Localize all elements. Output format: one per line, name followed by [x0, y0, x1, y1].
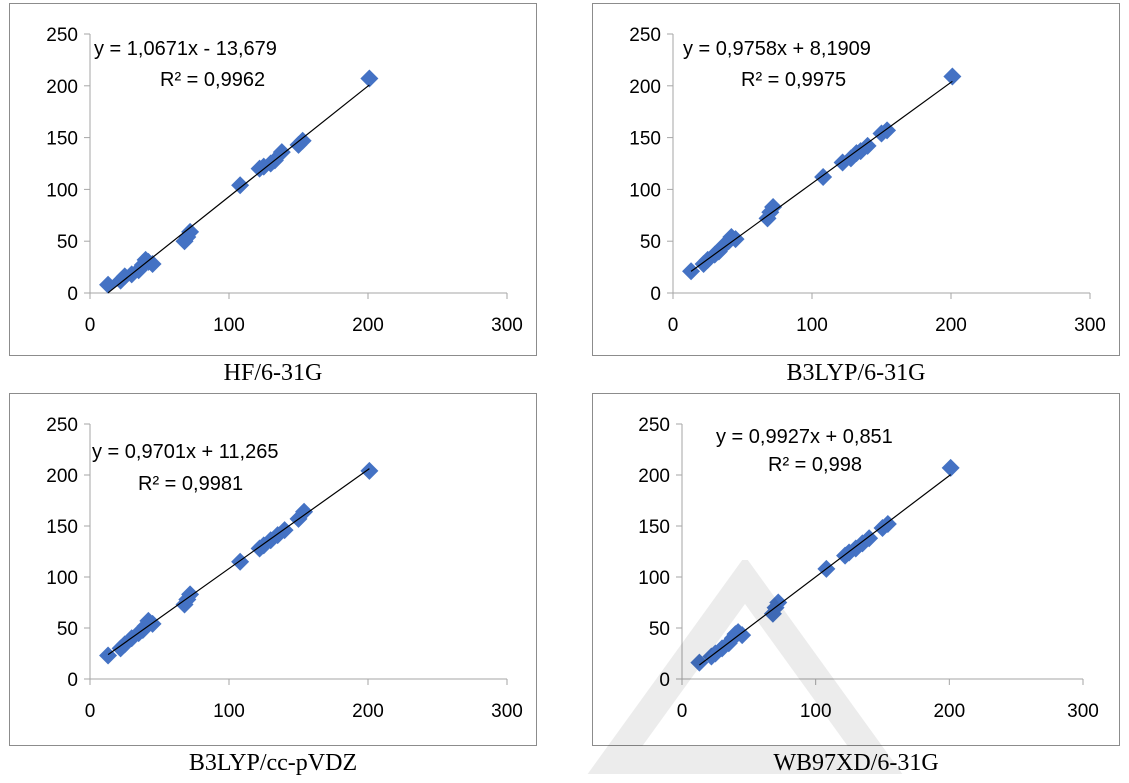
- r-squared-label: R² = 0,998: [768, 454, 862, 476]
- chart-panel-b3lyp-cc-pvdz: 0 50 100 150 200 250 0 100 200 300 y = 0,9701x + 1…: [9, 393, 537, 746]
- x-tick-label: 200: [933, 701, 965, 722]
- trendline-equation: y = 0,9758x + 8,1909: [683, 38, 871, 60]
- y-tick-label: 0: [650, 284, 661, 305]
- data-point: [181, 222, 200, 241]
- trendline: [699, 474, 952, 666]
- data-point: [764, 198, 783, 217]
- data-point: [293, 131, 312, 150]
- x-tick-label: 300: [491, 315, 523, 336]
- chart-caption-b3lyp-6-31g: B3LYP/6-31G: [786, 360, 926, 386]
- x-tick-label: 0: [85, 701, 96, 722]
- data-point: [769, 593, 788, 612]
- y-tick-label: 150: [46, 517, 78, 538]
- x-tick-label: 100: [213, 701, 245, 722]
- y-tick-label: 250: [46, 25, 78, 46]
- data-point: [851, 142, 870, 161]
- x-tick-label: 0: [668, 315, 679, 336]
- chart-caption-wb97xd-6-31g: WB97XD/6-31G: [773, 750, 939, 776]
- data-point: [231, 552, 250, 571]
- x-tick-label: 200: [352, 701, 384, 722]
- data-point: [873, 519, 892, 538]
- trendline: [107, 468, 370, 656]
- data-point: [231, 176, 250, 195]
- x-tick-label: 300: [491, 701, 523, 722]
- y-tick-label: 250: [46, 415, 78, 436]
- data-point: [690, 653, 709, 672]
- y-tick-label: 250: [629, 25, 661, 46]
- y-tick-label: 50: [640, 232, 661, 253]
- x-tick-label: 0: [85, 315, 96, 336]
- chart-panel-b3lyp-6-31g: 0 50 100 150 200 250 0 100 200 300 y = 0,9758x + 8…: [592, 3, 1120, 356]
- data-point: [853, 534, 872, 553]
- y-tick-label: 250: [638, 415, 670, 436]
- scatter-chart-hf-6-31g: 0 50 100 150 200 250 0 100 200 300 y = 1,0671x - 1…: [46, 25, 523, 336]
- y-tick-label: 200: [46, 466, 78, 487]
- y-tick-label: 100: [638, 568, 670, 589]
- data-point: [143, 254, 162, 273]
- x-tick-label: 200: [935, 315, 967, 336]
- scatter-chart-wb97xd-6-31g: 0 50 100 150 200 250 0 100 200 300 y = 0,9927x + 0…: [638, 415, 1099, 722]
- chart-caption-hf-6-31g: HF/6-31G: [223, 360, 323, 386]
- chart-caption-b3lyp-cc-pvdz: B3LYP/cc-pVDZ: [188, 750, 358, 776]
- data-point: [941, 458, 960, 477]
- trendline: [690, 80, 953, 272]
- data-point: [360, 461, 379, 480]
- y-tick-label: 0: [67, 670, 78, 691]
- y-tick-label: 100: [46, 568, 78, 589]
- r-squared-label: R² = 0,9975: [741, 69, 846, 91]
- y-tick-label: 100: [629, 180, 661, 201]
- data-point: [860, 529, 879, 548]
- y-tick-label: 100: [46, 180, 78, 201]
- x-tick-label: 200: [352, 315, 384, 336]
- data-point: [943, 67, 962, 86]
- x-tick-label: 300: [1067, 701, 1099, 722]
- data-point: [841, 149, 860, 168]
- data-point: [295, 502, 314, 521]
- y-tick-label: 150: [638, 517, 670, 538]
- y-tick-label: 0: [659, 670, 670, 691]
- data-point: [99, 646, 118, 665]
- data-point: [143, 614, 162, 633]
- data-point: [360, 69, 379, 88]
- x-tick-label: 100: [213, 315, 245, 336]
- r-squared-label: R² = 0,9981: [138, 473, 243, 495]
- y-tick-label: 200: [629, 77, 661, 98]
- y-tick-label: 150: [629, 129, 661, 150]
- y-tick-label: 50: [649, 619, 670, 640]
- y-tick-label: 50: [57, 619, 78, 640]
- data-point: [733, 626, 752, 645]
- x-tick-label: 0: [677, 701, 688, 722]
- y-tick-label: 200: [638, 466, 670, 487]
- y-tick-label: 150: [46, 129, 78, 150]
- watermark-logo: [587, 560, 903, 774]
- scatter-chart-b3lyp-cc-pvdz: 0 50 100 150 200 250 0 100 200 300 y = 0,9701x + 1…: [46, 415, 523, 722]
- y-tick-label: 200: [46, 77, 78, 98]
- chart-panel-wb97xd-6-31g: 0 50 100 150 200 250 0 100 200 300 y = 0,9927x + 0…: [592, 393, 1120, 746]
- y-tick-label: 0: [67, 284, 78, 305]
- trendline: [107, 84, 370, 294]
- x-tick-label: 300: [1074, 315, 1106, 336]
- trendline-equation: y = 0,9701x + 11,265: [92, 441, 278, 463]
- scatter-chart-b3lyp-6-31g: 0 50 100 150 200 250 0 100 200 300 y = 0,9758x + 8…: [629, 25, 1106, 336]
- data-point: [858, 136, 877, 155]
- trendline-equation: y = 0,9927x + 0,851: [716, 426, 893, 448]
- chart-panel-hf-6-31g: 0 50 100 150 200 250 0 100 200 300 y = 1,0671x - 1…: [9, 3, 537, 356]
- data-point: [272, 143, 291, 162]
- x-tick-label: 100: [796, 315, 828, 336]
- trendline-equation: y = 1,0671x - 13,679: [94, 38, 277, 60]
- x-tick-label: 100: [800, 701, 832, 722]
- r-squared-label: R² = 0,9962: [160, 69, 265, 91]
- y-tick-label: 50: [57, 232, 78, 253]
